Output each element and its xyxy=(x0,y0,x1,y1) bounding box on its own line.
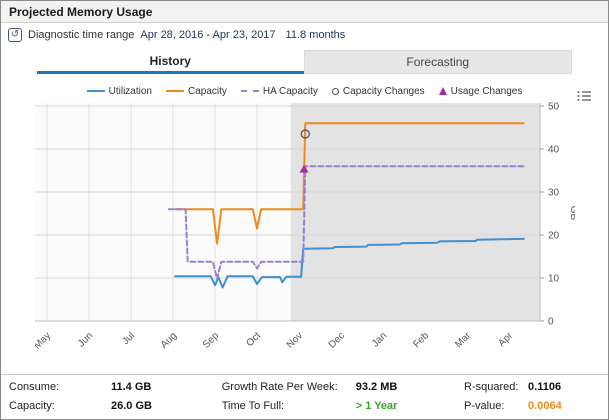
svg-text:Aug: Aug xyxy=(159,330,179,350)
diagnostic-time-range-row: ↺ Diagnostic time range Apr 28, 2016 - A… xyxy=(1,23,608,47)
memory-usage-chart: 0 10 20 30 40 50 GB May Jun Jul Aug Sep Oct Nov Dec Jan… xyxy=(32,102,579,352)
svg-text:20: 20 xyxy=(548,231,560,242)
stat-label: Capacity: xyxy=(9,400,55,412)
legend-label: Capacity xyxy=(187,85,227,97)
time-range-label: Diagnostic time range xyxy=(28,29,135,41)
tab-bar: History Forecasting xyxy=(37,50,572,74)
svg-text:Jan: Jan xyxy=(370,330,389,349)
capacity-line-swatch xyxy=(165,90,184,92)
svg-text:10: 10 xyxy=(548,274,560,285)
summary-stats: Consume: 11.4 GB Growth Rate Per Week: 9… xyxy=(1,374,608,419)
utilization-line-swatch xyxy=(86,90,105,92)
stat-label: Time To Full: xyxy=(221,400,285,412)
svg-text:40: 40 xyxy=(548,145,560,156)
svg-text:Sep: Sep xyxy=(201,330,222,351)
time-range-clock-icon[interactable]: ↺ xyxy=(8,28,22,42)
legend-item-ha-capacity[interactable]: HA Capacity xyxy=(240,85,318,97)
svg-text:Oct: Oct xyxy=(244,330,263,349)
page-title: Projected Memory Usage xyxy=(9,4,153,19)
usage-changes-triangle-swatch xyxy=(438,87,447,95)
legend-item-utilization[interactable]: Utilization xyxy=(86,85,152,97)
svg-text:Mar: Mar xyxy=(453,330,473,350)
stat-label: P-value: xyxy=(464,400,505,412)
stat-value: > 1 Year xyxy=(355,400,398,412)
stat-growth-rate: Growth Rate Per Week: 93.2 MB xyxy=(222,381,464,393)
stat-value: 26.0 GB xyxy=(111,400,152,412)
stat-value: 0.1106 xyxy=(528,381,562,393)
svg-text:GB: GB xyxy=(568,206,575,221)
time-range-value: Apr 28, 2016 - Apr 23, 2017 xyxy=(140,29,276,41)
svg-text:Jun: Jun xyxy=(76,330,95,349)
stat-label: R-squared: xyxy=(464,381,519,393)
stat-value: 93.2 MB xyxy=(355,381,398,393)
chart-area: 0 10 20 30 40 50 GB May Jun Jul Aug Sep Oct Nov Dec Jan… xyxy=(32,91,608,358)
stat-consume: Consume: 11.4 GB xyxy=(9,381,222,393)
stat-p-value: P-value: 0.0064 xyxy=(464,400,600,412)
stat-time-to-full: Time To Full: > 1 Year xyxy=(222,400,464,412)
legend-label: Utilization xyxy=(108,85,152,97)
chart-context-menu-icon[interactable] xyxy=(576,89,592,103)
svg-text:0: 0 xyxy=(548,317,554,328)
stat-label: Growth Rate Per Week: xyxy=(221,381,338,393)
legend-item-capacity[interactable]: Capacity xyxy=(165,85,227,97)
capacity-changes-circle-swatch xyxy=(331,87,339,95)
svg-text:30: 30 xyxy=(548,188,560,199)
stat-capacity: Capacity: 26.0 GB xyxy=(9,400,222,412)
stat-label: Consume: xyxy=(9,381,60,393)
tab-forecasting[interactable]: Forecasting xyxy=(303,50,572,74)
legend-label: Capacity Changes xyxy=(342,85,425,97)
svg-text:May: May xyxy=(35,330,53,351)
legend-label: Usage Changes xyxy=(450,85,523,97)
title-bar: Projected Memory Usage xyxy=(1,1,608,23)
stat-value: 0.0064 xyxy=(528,400,562,412)
svg-text:Dec: Dec xyxy=(327,330,347,350)
legend-label: HA Capacity xyxy=(262,85,318,97)
svg-text:Feb: Feb xyxy=(411,330,431,350)
time-range-duration: 11.8 months xyxy=(285,29,346,41)
svg-text:Apr: Apr xyxy=(496,330,515,349)
ha-capacity-dash-swatch xyxy=(240,90,259,92)
stat-value: 11.4 GB xyxy=(111,381,152,393)
svg-text:Nov: Nov xyxy=(285,330,305,350)
chart-legend: Utilization Capacity HA Capacity Capacit… xyxy=(1,83,608,99)
legend-item-usage-changes[interactable]: Usage Changes xyxy=(438,85,523,97)
svg-text:50: 50 xyxy=(548,102,560,113)
stat-r-squared: R-squared: 0.1106 xyxy=(464,381,600,393)
tab-history[interactable]: History xyxy=(37,50,304,74)
legend-item-capacity-changes[interactable]: Capacity Changes xyxy=(331,85,425,97)
svg-text:Jul: Jul xyxy=(120,330,137,347)
